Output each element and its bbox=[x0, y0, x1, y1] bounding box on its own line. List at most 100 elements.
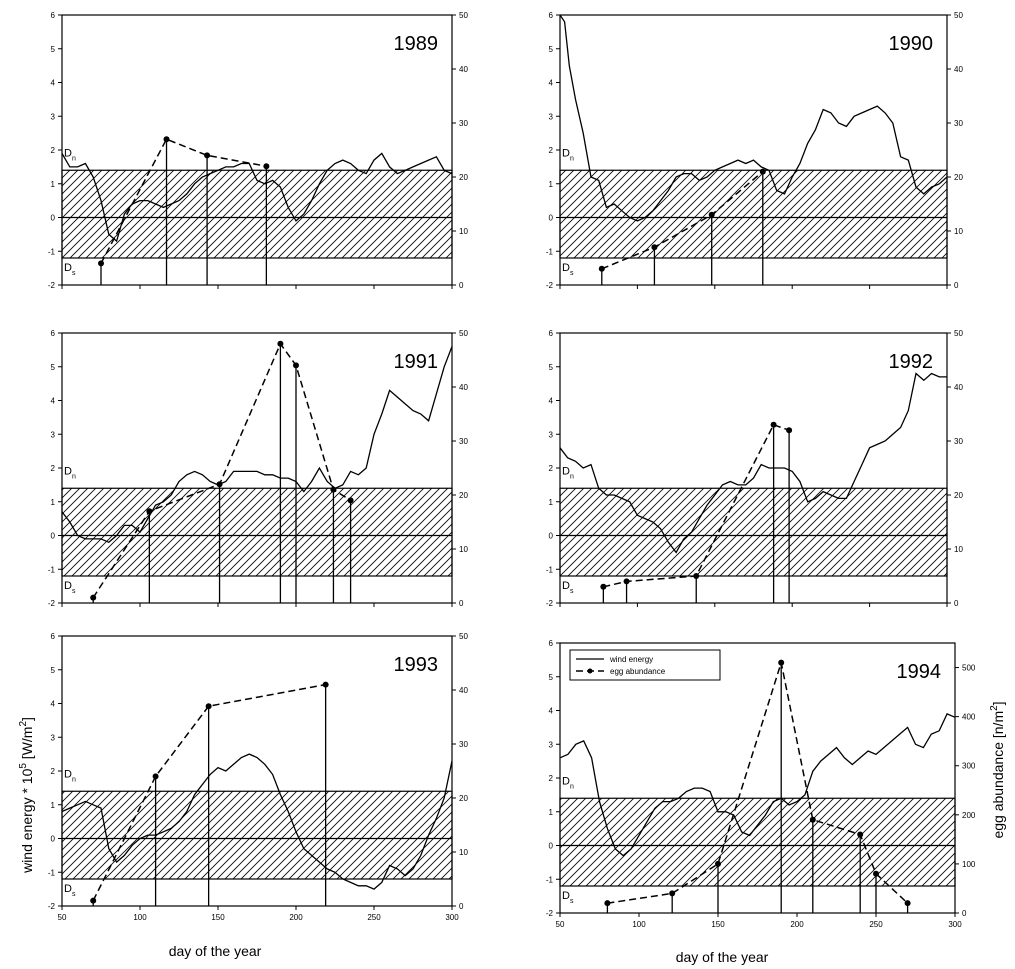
y2-tick-label: 500 bbox=[962, 664, 976, 673]
y-tick-label: 1 bbox=[51, 180, 56, 189]
wind-energy-line bbox=[61, 753, 453, 890]
egg-point bbox=[600, 583, 607, 590]
y-tick-label: -1 bbox=[546, 247, 554, 256]
y-tick-label: 6 bbox=[51, 329, 56, 338]
y-tick-label: 4 bbox=[549, 707, 554, 716]
y-tick-label: 4 bbox=[51, 397, 56, 406]
y-tick-label: -2 bbox=[546, 599, 554, 608]
y-axis-label-right: egg abundance [n/m2] bbox=[989, 701, 1006, 838]
y-tick-label: -1 bbox=[546, 565, 554, 574]
band-label-north: Dn bbox=[562, 465, 574, 480]
wind-energy-line bbox=[559, 372, 947, 554]
band-label-north-sub: n bbox=[72, 155, 76, 162]
y-tick-label: 1 bbox=[549, 180, 554, 189]
band-label-south-sub: s bbox=[570, 588, 574, 595]
y-tick-label: 0 bbox=[51, 214, 56, 223]
band-label-south-sub: s bbox=[570, 270, 574, 277]
chart-panels: -2-1012345601020304050DnDs1989-2-1012345… bbox=[48, 11, 976, 929]
legend: wind energy egg abundance bbox=[569, 649, 721, 681]
egg-point bbox=[293, 362, 299, 369]
legend-wind-label: wind energy bbox=[609, 655, 653, 664]
y-axis-label-left: wind energy * 105 [W/m2] bbox=[18, 717, 35, 874]
panel-1992: -2 -1 0 1 2 3 4 5 6 0 10 20 30 40 50 Dn Ds 1992 bbox=[546, 329, 964, 608]
band-label-south: Ds bbox=[562, 262, 574, 277]
y2-tick-label: 10 bbox=[459, 545, 468, 554]
wind-energy-line bbox=[559, 14, 948, 222]
band-label-south-sub: s bbox=[72, 588, 76, 595]
y-tick-label: 2 bbox=[549, 774, 554, 783]
egg-point bbox=[152, 773, 159, 780]
egg-point bbox=[204, 152, 211, 159]
hatched-band bbox=[61, 169, 453, 259]
band-label-north: Dn bbox=[562, 775, 574, 790]
egg-point bbox=[693, 573, 700, 579]
y2-tick-label: 20 bbox=[459, 173, 468, 182]
y2-tick-label: 0 bbox=[459, 902, 464, 911]
y2-tick-label: 20 bbox=[954, 173, 963, 182]
y2-tick-label: 30 bbox=[459, 119, 468, 128]
band-label-north-sub: n bbox=[570, 473, 574, 480]
band-label-south: Ds bbox=[562, 580, 574, 595]
egg-point bbox=[759, 168, 766, 175]
band-label-north: Dn bbox=[562, 147, 574, 162]
band-label-south: Ds bbox=[64, 262, 76, 277]
egg-point bbox=[809, 816, 816, 823]
y-tick-label: -2 bbox=[48, 902, 56, 911]
y-tick-label: -1 bbox=[546, 875, 554, 884]
hatched-band bbox=[61, 487, 453, 577]
x-tick-label: 250 bbox=[869, 920, 883, 929]
y-tick-label: 5 bbox=[51, 363, 56, 372]
y-tick-label: 0 bbox=[549, 214, 554, 223]
y2-tick-label: 40 bbox=[459, 383, 468, 392]
y2-tick-label: 0 bbox=[954, 281, 959, 290]
egg-abundance-line bbox=[601, 171, 764, 270]
y-tick-label: 5 bbox=[549, 673, 554, 682]
y2-tick-label: 0 bbox=[459, 281, 464, 290]
band-label-south-sub: s bbox=[72, 891, 76, 898]
y2-tick-label: 50 bbox=[954, 329, 963, 338]
x-tick-label: 50 bbox=[556, 920, 565, 929]
egg-point bbox=[90, 594, 97, 601]
band-label-north-sub: n bbox=[72, 776, 76, 783]
x-axis-label-right: day of the year bbox=[676, 949, 769, 965]
y-tick-label: -2 bbox=[48, 599, 56, 608]
band-label-south: Ds bbox=[64, 580, 76, 595]
egg-point bbox=[146, 508, 153, 515]
band-label-north-sub: n bbox=[72, 473, 76, 480]
egg-point bbox=[90, 897, 97, 904]
y-tick-label: 0 bbox=[549, 842, 554, 851]
band-label-north: Dn bbox=[64, 465, 76, 480]
y2-tick-label: 20 bbox=[459, 794, 468, 803]
y-tick-label: 5 bbox=[51, 45, 56, 54]
panel-1991: -2 -1 0 1 2 3 4 5 6 0 10 20 30 40 50 Dn Ds 1991 bbox=[48, 329, 469, 608]
y2-tick-label: 50 bbox=[459, 329, 468, 338]
y-tick-label: -2 bbox=[546, 909, 554, 918]
y2-tick-label: 40 bbox=[954, 65, 963, 74]
y2-tick-label: 30 bbox=[954, 119, 963, 128]
y-tick-label: 6 bbox=[51, 11, 56, 20]
y2-tick-label: 50 bbox=[459, 632, 468, 641]
hatched-band bbox=[559, 797, 956, 887]
panel-1990: -2 -1 0 1 2 3 4 5 6 0 10 20 30 40 50 Dn Ds 1990 bbox=[546, 11, 964, 290]
y2-tick-label: 30 bbox=[459, 740, 468, 749]
x-tick-label: 50 bbox=[58, 913, 67, 922]
y2-tick-label: 0 bbox=[954, 599, 959, 608]
y2-tick-label: 10 bbox=[459, 227, 468, 236]
y2-tick-label: 30 bbox=[459, 437, 468, 446]
y-tick-label: 5 bbox=[549, 363, 554, 372]
y-tick-label: 3 bbox=[549, 740, 554, 749]
egg-point bbox=[347, 497, 354, 504]
egg-abundance-line bbox=[100, 138, 267, 264]
y2-tick-label: 100 bbox=[962, 860, 976, 869]
egg-point bbox=[623, 578, 630, 585]
y-tick-label: 6 bbox=[51, 632, 56, 641]
egg-point bbox=[651, 244, 658, 251]
x-tick-label: 150 bbox=[211, 913, 225, 922]
egg-abundance-line bbox=[607, 662, 909, 904]
y-tick-label: 4 bbox=[51, 79, 56, 88]
x-tick-label: 200 bbox=[289, 913, 303, 922]
egg-point bbox=[277, 340, 284, 347]
year-title: 1991 bbox=[394, 351, 439, 373]
y2-tick-label: 30 bbox=[954, 437, 963, 446]
